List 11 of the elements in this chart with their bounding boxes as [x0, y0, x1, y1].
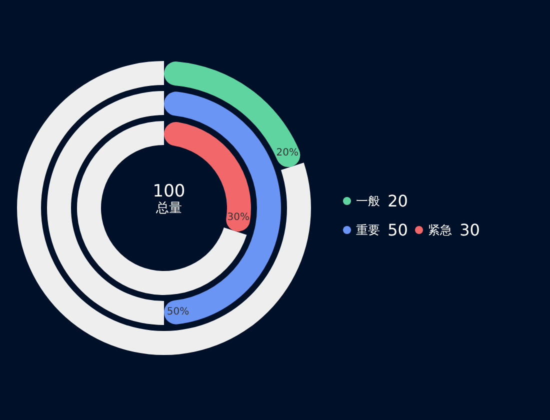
legend-label: 一般 [356, 194, 380, 208]
data-label: 50% [166, 306, 190, 318]
text: 20 [388, 192, 408, 210]
text: 100 [152, 182, 186, 202]
data-label: 30% [227, 212, 250, 224]
data-label: 20% [276, 148, 298, 159]
text: 30 [460, 220, 480, 240]
legend-label: 重要 [356, 223, 380, 237]
text: 50 [388, 220, 408, 240]
legend-label: 紧急 [428, 223, 452, 237]
text: 总量 [155, 201, 182, 216]
